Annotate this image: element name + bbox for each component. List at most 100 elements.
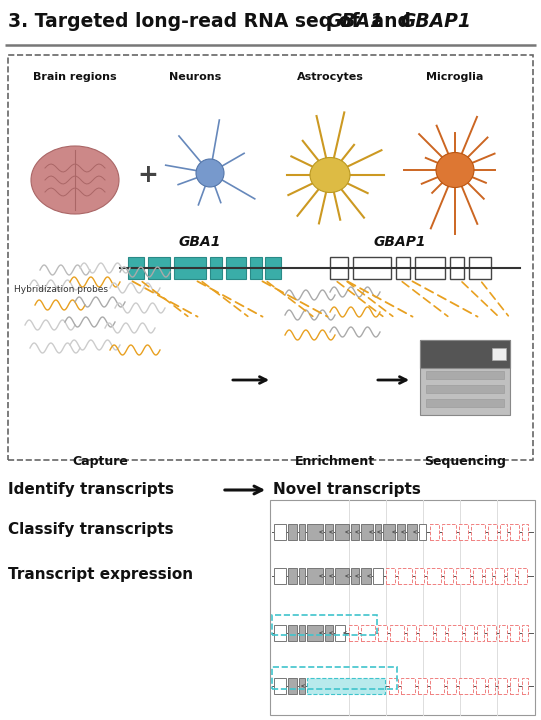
Bar [436, 625, 445, 641]
Bar [415, 568, 424, 584]
Bar [500, 524, 507, 540]
Bar [456, 568, 470, 584]
Bar [488, 524, 497, 540]
Bar [407, 524, 417, 540]
Bar [373, 568, 383, 584]
Bar [307, 625, 323, 641]
Bar [510, 625, 519, 641]
Bar [510, 678, 518, 694]
Text: Novel transcripts: Novel transcripts [273, 482, 421, 497]
Bar [335, 568, 349, 584]
Bar [427, 568, 441, 584]
Bar [272, 667, 397, 689]
Bar [420, 340, 510, 415]
Text: and: and [365, 12, 418, 32]
Ellipse shape [436, 153, 474, 187]
Bar [459, 678, 473, 694]
Bar [325, 568, 333, 584]
Bar [351, 568, 359, 584]
Text: 3. Targeted long-read RNA seq of: 3. Targeted long-read RNA seq of [8, 12, 366, 32]
Bar [507, 568, 515, 584]
Bar [307, 524, 323, 540]
Bar [299, 625, 305, 641]
Ellipse shape [310, 158, 350, 192]
Bar [426, 385, 504, 393]
Bar [499, 625, 507, 641]
Bar [386, 568, 395, 584]
Bar [272, 615, 377, 635]
Bar [330, 257, 348, 279]
Bar [274, 678, 286, 694]
Bar [492, 348, 506, 360]
Bar [288, 625, 297, 641]
Bar [444, 568, 453, 584]
Bar [518, 568, 527, 584]
Bar [415, 257, 445, 279]
Circle shape [196, 159, 224, 187]
Text: Identify transcripts: Identify transcripts [8, 482, 174, 497]
Bar [471, 524, 485, 540]
Bar [522, 678, 528, 694]
Ellipse shape [31, 146, 119, 214]
Bar [148, 257, 170, 279]
Bar [430, 524, 439, 540]
Bar [361, 568, 371, 584]
Bar [378, 625, 387, 641]
Bar [210, 257, 222, 279]
Bar [485, 568, 492, 584]
Bar [390, 625, 404, 641]
Bar [398, 568, 412, 584]
Bar [430, 678, 444, 694]
Bar [450, 257, 464, 279]
Bar [288, 678, 297, 694]
Text: Enrichment: Enrichment [295, 455, 375, 468]
Bar [389, 678, 398, 694]
Bar [288, 524, 297, 540]
Bar [375, 524, 381, 540]
Bar [426, 371, 504, 379]
Bar [488, 678, 495, 694]
Bar [274, 524, 286, 540]
Bar [459, 524, 468, 540]
Bar [447, 678, 456, 694]
Bar [442, 524, 456, 540]
Bar [335, 625, 345, 641]
Text: Classify transcripts: Classify transcripts [8, 522, 174, 537]
Bar [522, 625, 528, 641]
Bar [325, 625, 333, 641]
Bar [299, 568, 305, 584]
Bar [299, 524, 305, 540]
Bar [407, 625, 416, 641]
Bar [419, 625, 433, 641]
Bar [325, 524, 333, 540]
Bar [274, 625, 286, 641]
Bar [476, 678, 485, 694]
Bar [349, 625, 358, 641]
Bar [270, 500, 535, 715]
Bar [288, 568, 297, 584]
Bar [510, 524, 519, 540]
Bar [401, 678, 415, 694]
Bar [274, 568, 286, 584]
Text: +: + [137, 163, 159, 187]
Text: GBAP1: GBAP1 [374, 235, 426, 249]
Text: Astrocytes: Astrocytes [296, 72, 364, 82]
Bar [299, 678, 305, 694]
Bar [495, 568, 504, 584]
Bar [250, 257, 262, 279]
Bar [420, 340, 510, 368]
Text: Sequencing: Sequencing [424, 455, 506, 468]
Bar [396, 257, 410, 279]
Bar [361, 625, 375, 641]
Bar [397, 524, 405, 540]
Bar [522, 524, 528, 540]
Bar [307, 568, 323, 584]
Bar [307, 678, 385, 694]
Bar [226, 257, 246, 279]
Text: GBA1: GBA1 [179, 235, 221, 249]
Bar [128, 257, 144, 279]
Bar [335, 524, 349, 540]
Text: Transcript expression: Transcript expression [8, 567, 193, 582]
Text: Microglia: Microglia [426, 72, 484, 82]
Bar [419, 524, 426, 540]
